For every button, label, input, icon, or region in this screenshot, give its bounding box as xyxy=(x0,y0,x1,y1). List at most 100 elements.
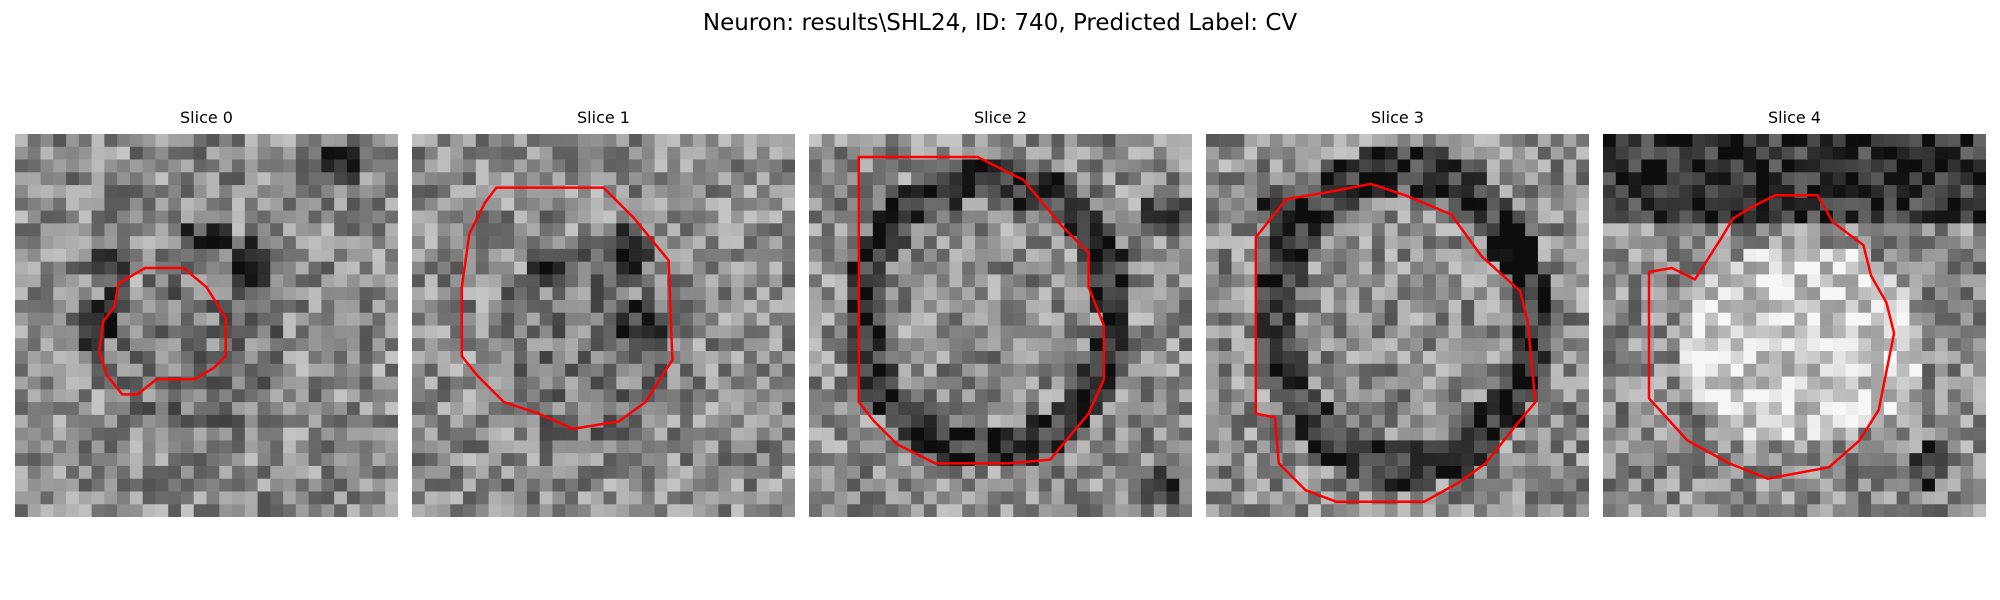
image-pixel xyxy=(936,299,950,314)
image-pixel xyxy=(1603,414,1617,429)
image-pixel xyxy=(1102,312,1116,326)
image-pixel xyxy=(1140,504,1155,517)
image-pixel xyxy=(1359,210,1373,224)
image-pixel xyxy=(1166,504,1180,517)
image-pixel xyxy=(1832,223,1847,237)
image-pixel xyxy=(1397,134,1411,148)
image-pixel xyxy=(1077,402,1091,416)
image-pixel xyxy=(1115,465,1129,480)
image-pixel xyxy=(577,465,592,480)
image-pixel xyxy=(168,389,182,403)
image-pixel xyxy=(1666,478,1681,492)
image-pixel xyxy=(78,453,93,467)
image-pixel xyxy=(1743,478,1757,492)
image-pixel xyxy=(962,478,976,492)
image-pixel xyxy=(308,376,322,390)
image-pixel xyxy=(475,338,490,352)
image-pixel xyxy=(1525,236,1539,250)
image-pixel xyxy=(78,363,93,378)
image-pixel xyxy=(27,197,42,212)
image-pixel xyxy=(1679,414,1693,429)
image-pixel xyxy=(898,248,912,263)
image-pixel xyxy=(590,427,604,441)
image-pixel xyxy=(91,185,105,199)
image-pixel xyxy=(270,146,284,161)
image-pixel xyxy=(1537,465,1552,480)
image-pixel xyxy=(1269,134,1284,148)
image-pixel xyxy=(1871,197,1885,212)
image-pixel xyxy=(244,414,259,429)
image-pixel xyxy=(1820,210,1834,224)
image-pixel xyxy=(1179,504,1192,517)
image-pixel xyxy=(847,325,861,339)
image-pixel xyxy=(1423,440,1437,454)
image-pixel xyxy=(117,248,131,263)
image-pixel xyxy=(898,338,912,352)
image-pixel xyxy=(1206,338,1220,352)
image-pixel xyxy=(372,427,386,441)
image-pixel xyxy=(1410,274,1424,288)
image-pixel xyxy=(142,427,156,441)
image-pixel xyxy=(1448,440,1462,454)
image-pixel xyxy=(1807,134,1821,148)
image-pixel xyxy=(987,427,1001,441)
image-pixel xyxy=(142,325,156,339)
image-pixel xyxy=(1295,453,1309,467)
image-pixel xyxy=(923,274,938,288)
image-pixel xyxy=(1679,134,1693,148)
image-pixel xyxy=(654,159,668,173)
image-pixel xyxy=(1934,274,1949,288)
image-pixel xyxy=(1909,478,1923,492)
image-pixel xyxy=(782,134,795,148)
image-pixel xyxy=(66,236,80,250)
image-pixel xyxy=(283,402,297,416)
image-pixel xyxy=(1654,274,1668,288)
image-pixel xyxy=(1038,134,1053,148)
image-pixel xyxy=(1359,363,1373,378)
image-pixel xyxy=(898,261,912,275)
image-pixel xyxy=(1486,274,1501,288)
image-pixel xyxy=(1730,491,1744,505)
image-pixel xyxy=(232,312,246,326)
image-pixel xyxy=(1845,465,1859,480)
image-pixel xyxy=(847,376,861,390)
image-pixel xyxy=(1051,236,1065,250)
image-pixel xyxy=(104,172,118,186)
image-pixel xyxy=(66,440,80,454)
image-pixel xyxy=(1781,236,1795,250)
image-pixel xyxy=(1550,504,1564,517)
image-pixel xyxy=(1679,440,1693,454)
image-pixel xyxy=(1486,159,1501,173)
image-pixel xyxy=(1153,134,1167,148)
image-pixel xyxy=(1525,376,1539,390)
image-pixel xyxy=(1705,274,1719,288)
image-pixel xyxy=(1448,363,1462,378)
image-pixel xyxy=(334,376,348,390)
image-pixel xyxy=(911,134,925,148)
image-pixel xyxy=(1550,146,1564,161)
image-pixel xyxy=(1333,146,1347,161)
image-pixel xyxy=(53,376,67,390)
image-pixel xyxy=(1115,197,1129,212)
image-pixel xyxy=(1140,338,1155,352)
slice-image-3 xyxy=(1206,134,1589,517)
image-pixel xyxy=(27,134,42,148)
image-pixel xyxy=(821,159,836,173)
image-pixel xyxy=(450,363,464,378)
image-pixel xyxy=(1346,159,1360,173)
image-pixel xyxy=(1051,376,1065,390)
image-pixel xyxy=(117,491,131,505)
image-pixel xyxy=(1781,402,1795,416)
image-pixel xyxy=(1730,389,1744,403)
image-pixel xyxy=(1089,427,1104,441)
image-pixel xyxy=(1512,491,1526,505)
image-pixel xyxy=(1525,414,1539,429)
image-pixel xyxy=(1909,376,1923,390)
image-pixel xyxy=(1333,312,1347,326)
image-pixel xyxy=(514,478,528,492)
image-pixel xyxy=(552,146,566,161)
image-pixel xyxy=(91,197,105,212)
image-pixel xyxy=(1435,197,1450,212)
image-pixel xyxy=(346,185,361,199)
image-pixel xyxy=(898,325,912,339)
